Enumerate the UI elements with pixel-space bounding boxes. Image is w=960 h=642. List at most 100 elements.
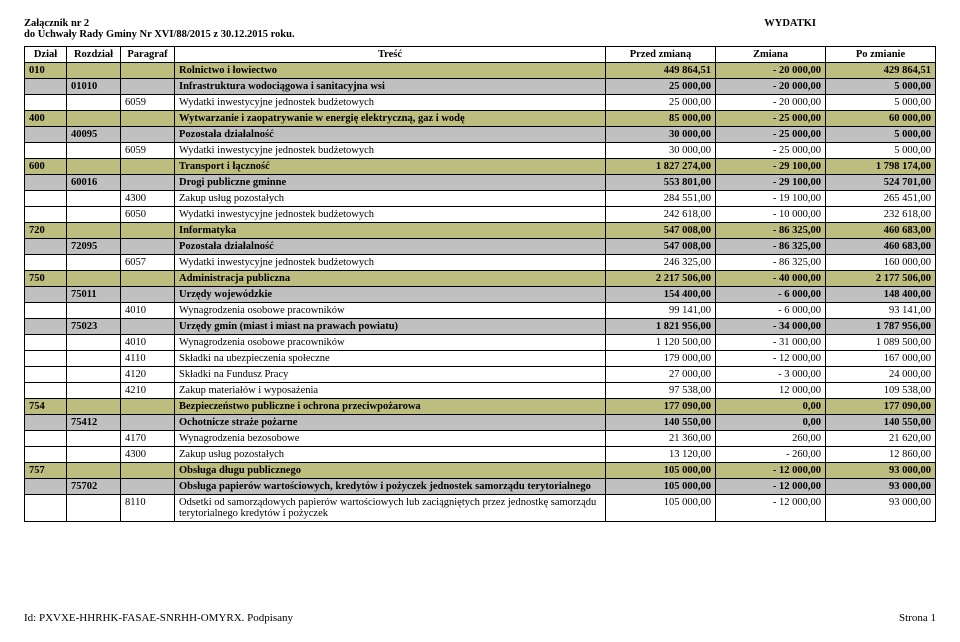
col-dzial: Dział: [25, 47, 67, 63]
table-row: 01010 Infrastruktura wodociągowa i sanita…: [25, 79, 936, 95]
cell-paragraf: 4300: [121, 447, 175, 463]
cell-dzial: [25, 191, 67, 207]
footer-page: Strona 1: [899, 612, 936, 624]
cell-rozdzial: [67, 303, 121, 319]
cell-tresc: Pozostała działalność: [175, 127, 606, 143]
cell-paragraf: [121, 319, 175, 335]
table-row: 4110Składki na ubezpieczenia społeczne17…: [25, 351, 936, 367]
cell-rozdzial: 75011: [67, 287, 121, 303]
cell-przed-zmiana: 140 550,00: [606, 415, 716, 431]
cell-zmiana: - 19 100,00: [716, 191, 826, 207]
cell-dzial: 720: [25, 223, 67, 239]
cell-tresc: Odsetki od samorządowych papierów wartoś…: [175, 495, 606, 522]
cell-przed-zmiana: 85 000,00: [606, 111, 716, 127]
cell-zmiana: - 260,00: [716, 447, 826, 463]
cell-rozdzial: [67, 447, 121, 463]
cell-tresc: Infrastruktura wodociągowa i sanitacyjna…: [175, 79, 606, 95]
cell-rozdzial: 01010: [67, 79, 121, 95]
cell-dzial: [25, 143, 67, 159]
cell-po-zmianie: 167 000,00: [826, 351, 936, 367]
cell-tresc: Rolnictwo i łowiectwo: [175, 63, 606, 79]
cell-rozdzial: 40095: [67, 127, 121, 143]
cell-dzial: [25, 127, 67, 143]
cell-zmiana: - 12 000,00: [716, 495, 826, 522]
cell-rozdzial: [67, 367, 121, 383]
table-row: 4170Wynagrodzenia bezosobowe21 360,00260…: [25, 431, 936, 447]
cell-przed-zmiana: 547 008,00: [606, 239, 716, 255]
cell-tresc: Wydatki inwestycyjne jednostek budżetowy…: [175, 255, 606, 271]
table-row: 750Administracja publiczna2 217 506,00- …: [25, 271, 936, 287]
cell-paragraf: 6059: [121, 95, 175, 111]
cell-po-zmianie: 524 701,00: [826, 175, 936, 191]
table-row: 60016Drogi publiczne gminne553 801,00- 2…: [25, 175, 936, 191]
cell-po-zmianie: 93 141,00: [826, 303, 936, 319]
cell-rozdzial: [67, 431, 121, 447]
cell-przed-zmiana: 179 000,00: [606, 351, 716, 367]
budget-table: Dział Rozdział Paragraf Treść Przed zmia…: [24, 46, 936, 522]
cell-dzial: [25, 79, 67, 95]
cell-przed-zmiana: 246 325,00: [606, 255, 716, 271]
cell-zmiana: - 20 000,00: [716, 79, 826, 95]
cell-po-zmianie: 177 090,00: [826, 399, 936, 415]
table-row: 75011Urzędy wojewódzkie154 400,00- 6 000…: [25, 287, 936, 303]
cell-rozdzial: [67, 63, 121, 79]
cell-dzial: [25, 415, 67, 431]
cell-po-zmianie: 460 683,00: [826, 239, 936, 255]
cell-zmiana: - 20 000,00: [716, 63, 826, 79]
cell-rozdzial: [67, 271, 121, 287]
table-row: 4210Zakup materiałów i wyposażenia97 538…: [25, 383, 936, 399]
cell-paragraf: 6057: [121, 255, 175, 271]
cell-tresc: Wydatki inwestycyjne jednostek budżetowy…: [175, 143, 606, 159]
cell-tresc: Składki na Fundusz Pracy: [175, 367, 606, 383]
cell-rozdzial: 75412: [67, 415, 121, 431]
cell-tresc: Urzędy wojewódzkie: [175, 287, 606, 303]
cell-po-zmianie: 140 550,00: [826, 415, 936, 431]
cell-dzial: [25, 495, 67, 522]
cell-zmiana: - 40 000,00: [716, 271, 826, 287]
cell-przed-zmiana: 449 864,51: [606, 63, 716, 79]
cell-zmiana: - 86 325,00: [716, 223, 826, 239]
table-row: 72095Pozostała działalność547 008,00- 86…: [25, 239, 936, 255]
cell-rozdzial: 75023: [67, 319, 121, 335]
cell-tresc: Administracja publiczna: [175, 271, 606, 287]
cell-zmiana: - 25 000,00: [716, 127, 826, 143]
table-header-row: Dział Rozdział Paragraf Treść Przed zmia…: [25, 47, 936, 63]
cell-paragraf: 4010: [121, 303, 175, 319]
cell-zmiana: - 29 100,00: [716, 175, 826, 191]
cell-po-zmianie: 5 000,00: [826, 143, 936, 159]
table-row: 75702Obsługa papierów wartościowych, kre…: [25, 479, 936, 495]
cell-zmiana: - 25 000,00: [716, 143, 826, 159]
col-rozdzial: Rozdział: [67, 47, 121, 63]
cell-dzial: [25, 479, 67, 495]
cell-paragraf: [121, 175, 175, 191]
cell-paragraf: [121, 399, 175, 415]
cell-dzial: [25, 367, 67, 383]
cell-rozdzial: [67, 463, 121, 479]
cell-po-zmianie: 5 000,00: [826, 95, 936, 111]
cell-przed-zmiana: 105 000,00: [606, 479, 716, 495]
cell-paragraf: 6059: [121, 143, 175, 159]
cell-rozdzial: [67, 95, 121, 111]
cell-dzial: 757: [25, 463, 67, 479]
table-row: 4120Składki na Fundusz Pracy27 000,00- 3…: [25, 367, 936, 383]
cell-tresc: Ochotnicze straże pożarne: [175, 415, 606, 431]
cell-tresc: Wynagrodzenia bezosobowe: [175, 431, 606, 447]
cell-paragraf: [121, 287, 175, 303]
cell-dzial: [25, 319, 67, 335]
cell-dzial: 754: [25, 399, 67, 415]
col-po: Po zmianie: [826, 47, 936, 63]
cell-rozdzial: 60016: [67, 175, 121, 191]
cell-przed-zmiana: 1 120 500,00: [606, 335, 716, 351]
cell-po-zmianie: 232 618,00: [826, 207, 936, 223]
cell-przed-zmiana: 97 538,00: [606, 383, 716, 399]
cell-dzial: 400: [25, 111, 67, 127]
cell-zmiana: 0,00: [716, 415, 826, 431]
cell-rozdzial: [67, 159, 121, 175]
attachment-number: Załącznik nr 2: [24, 18, 295, 29]
cell-przed-zmiana: 553 801,00: [606, 175, 716, 191]
cell-paragraf: [121, 239, 175, 255]
cell-po-zmianie: 1 798 174,00: [826, 159, 936, 175]
cell-paragraf: [121, 127, 175, 143]
cell-dzial: [25, 303, 67, 319]
table-row: 6050Wydatki inwestycyjne jednostek budże…: [25, 207, 936, 223]
